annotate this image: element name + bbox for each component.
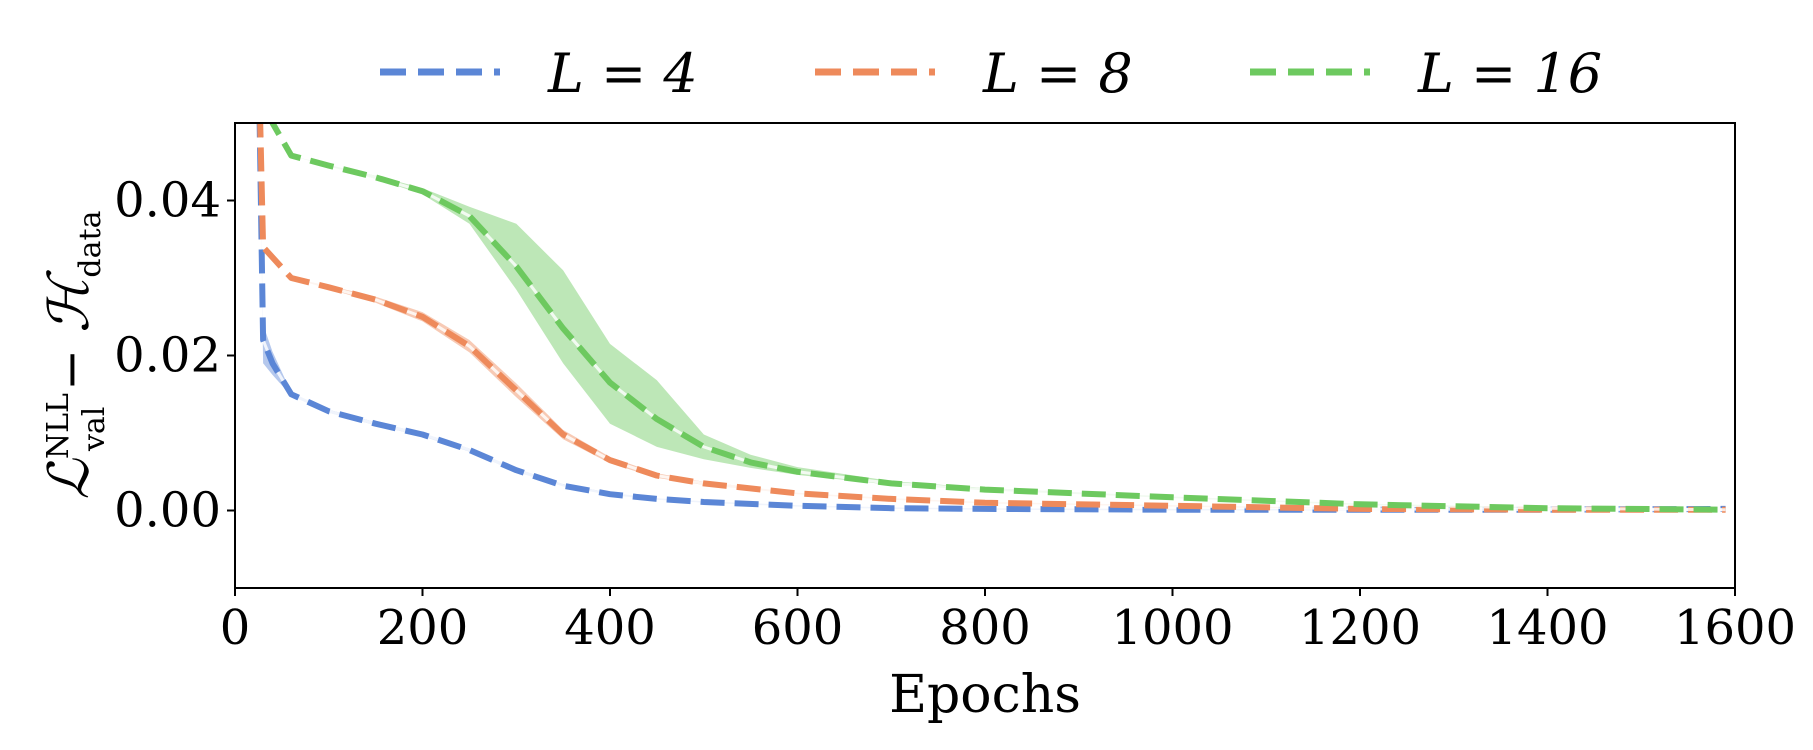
x-tick-label: 600: [752, 600, 844, 656]
x-tick-label: 800: [939, 600, 1031, 656]
legend-label-l16: L = 16: [1417, 42, 1602, 105]
band-l8: [260, 123, 1726, 511]
ylabel-sub: val: [77, 407, 112, 452]
x-tick-label: 200: [377, 600, 469, 656]
series-underline-l16: [270, 123, 1726, 512]
plot-frame: [234, 122, 1736, 589]
x-axis: 0 200 400 600 800 1000 1200 1400 1600: [220, 588, 1796, 656]
series-line-l16: [269, 123, 1726, 513]
x-tick-label: 0: [220, 600, 251, 656]
legend-label-l4: L = 4: [547, 42, 698, 105]
legend: L = 4 L = 8 L = 16: [380, 42, 1602, 105]
x-axis-title: Epochs: [889, 665, 1081, 725]
ylabel-sup: NLL: [41, 393, 76, 459]
legend-item-l8: L = 8: [815, 42, 1133, 105]
x-tick-label: 1600: [1674, 600, 1796, 656]
band-l4: [259, 123, 1726, 511]
x-tick-label: 1200: [1299, 600, 1421, 656]
ylabel-hsub: data: [73, 210, 108, 277]
ylabel-minus: −: [42, 333, 100, 407]
legend-item-l4: L = 4: [380, 42, 698, 105]
y-axis-title: ℒNLLval − ℋdata: [37, 210, 112, 499]
series-lines: [256, 123, 1726, 513]
series-line-l8: [257, 123, 1726, 513]
y-tick-label: 0.00: [114, 483, 221, 539]
y-axis: 0.00 0.02 0.04: [114, 173, 235, 539]
svg-text:ℒNLLval − ℋdata: ℒNLLval − ℋdata: [37, 210, 112, 499]
series-underline-l4: [258, 123, 1726, 512]
legend-item-l16: L = 16: [1250, 42, 1602, 105]
confidence-bands: [259, 123, 1726, 511]
x-tick-label: 1400: [1486, 600, 1608, 656]
x-tick-label: 1000: [1111, 600, 1233, 656]
legend-label-l8: L = 8: [982, 42, 1133, 105]
y-tick-label: 0.02: [114, 328, 221, 384]
ylabel-main: ℒ: [37, 457, 102, 499]
plot-area: [256, 123, 1726, 513]
y-tick-label: 0.04: [114, 173, 221, 229]
ylabel-h: ℋ: [37, 270, 102, 333]
series-line-l4: [256, 123, 1726, 513]
series-underline-l8: [258, 123, 1726, 512]
band-l16: [272, 123, 1726, 511]
x-tick-label: 400: [564, 600, 656, 656]
